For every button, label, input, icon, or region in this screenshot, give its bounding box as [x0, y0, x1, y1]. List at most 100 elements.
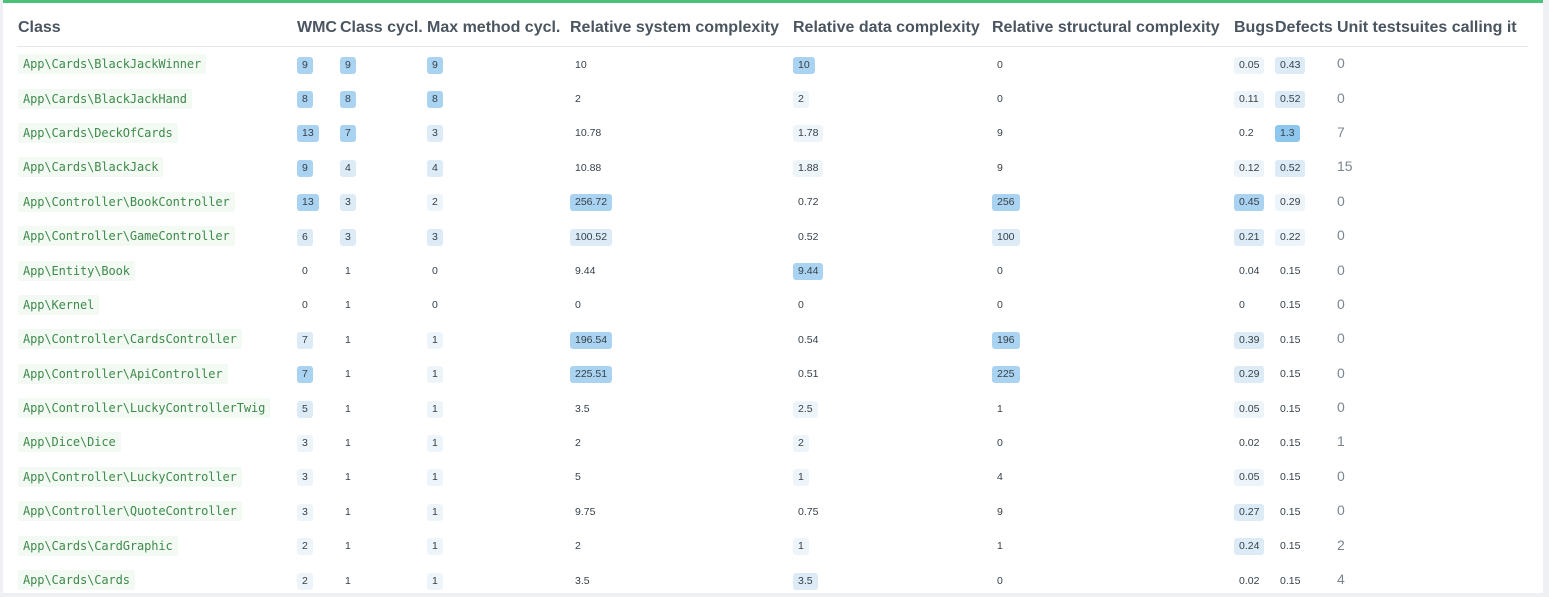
relative-system-complexity-badge: 225.51	[570, 366, 612, 383]
max-method-cycl-cell: 0	[426, 253, 569, 287]
max-method-cycl-badge: 1	[427, 401, 443, 418]
metrics-panel: Class WMC Class cycl. Max method cycl. R…	[3, 0, 1543, 593]
relative-data-complexity-badge: 2	[793, 91, 809, 108]
class-name: App\Kernel	[18, 295, 99, 315]
unit-testsuites-count: 0	[1337, 330, 1345, 346]
max-method-cycl-badge: 4	[427, 160, 443, 177]
bugs-badge: 0.05	[1234, 401, 1264, 418]
bugs-cell: 0.39	[1233, 322, 1274, 356]
bugs-badge: 0.29	[1234, 366, 1264, 383]
header-class[interactable]: Class	[17, 19, 296, 47]
class-cycl-cell: 1	[339, 563, 426, 597]
header-max-method-cycl[interactable]: Max method cycl.	[426, 19, 569, 47]
class-cell: App\Entity\Book	[17, 253, 296, 287]
relative-system-complexity-badge: 0	[570, 297, 586, 314]
class-cycl-badge: 1	[340, 538, 356, 555]
relative-data-complexity-cell: 3.5	[792, 563, 991, 597]
class-cell: App\Controller\QuoteController	[17, 494, 296, 528]
max-method-cycl-cell: 1	[426, 563, 569, 597]
max-method-cycl-badge: 2	[427, 194, 443, 211]
max-method-cycl-cell: 1	[426, 528, 569, 562]
relative-structural-complexity-cell: 256	[991, 185, 1233, 219]
bugs-badge: 0.02	[1234, 435, 1264, 452]
defects-cell: 1.3	[1274, 116, 1336, 150]
class-cycl-cell: 1	[339, 391, 426, 425]
wmc-badge: 0	[297, 263, 313, 280]
relative-structural-complexity-cell: 0	[991, 81, 1233, 115]
relative-structural-complexity-badge: 0	[992, 297, 1008, 314]
header-relative-structural-complexity[interactable]: Relative structural complexity	[991, 19, 1233, 47]
relative-data-complexity-cell: 2	[792, 425, 991, 459]
defects-badge: 0.15	[1275, 401, 1305, 418]
relative-data-complexity-badge: 2	[793, 435, 809, 452]
wmc-cell: 9	[296, 47, 339, 82]
max-method-cycl-cell: 3	[426, 116, 569, 150]
class-cycl-cell: 7	[339, 116, 426, 150]
header-relative-system-complexity[interactable]: Relative system complexity	[569, 19, 792, 47]
relative-system-complexity-cell: 196.54	[569, 322, 792, 356]
wmc-cell: 9	[296, 150, 339, 184]
defects-cell: 0.15	[1274, 253, 1336, 287]
wmc-cell: 13	[296, 116, 339, 150]
relative-system-complexity-cell: 10.78	[569, 116, 792, 150]
bugs-badge: 0	[1234, 297, 1250, 314]
unit-testsuites-count: 0	[1337, 262, 1345, 278]
wmc-cell: 7	[296, 357, 339, 391]
class-cycl-badge: 7	[340, 125, 356, 142]
class-cell: App\Kernel	[17, 288, 296, 322]
max-method-cycl-badge: 1	[427, 504, 443, 521]
class-cycl-badge: 1	[340, 297, 356, 314]
relative-data-complexity-badge: 0.52	[793, 229, 823, 246]
relative-data-complexity-cell: 1	[792, 528, 991, 562]
unit-testsuites-cell: 0	[1336, 460, 1528, 494]
header-wmc[interactable]: WMC	[296, 19, 339, 47]
unit-testsuites-cell: 0	[1336, 81, 1528, 115]
relative-structural-complexity-cell: 4	[991, 460, 1233, 494]
class-name: App\Controller\QuoteController	[18, 501, 242, 521]
class-cell: App\Controller\LuckyController	[17, 460, 296, 494]
header-bugs[interactable]: Bugs	[1233, 19, 1274, 47]
header-class-cycl[interactable]: Class cycl.	[339, 19, 426, 47]
bugs-badge: 0.39	[1234, 332, 1264, 349]
unit-testsuites-cell: 0	[1336, 47, 1528, 82]
defects-badge: 0.15	[1275, 469, 1305, 486]
defects-badge: 0.52	[1275, 160, 1305, 177]
header-relative-data-complexity[interactable]: Relative data complexity	[792, 19, 991, 47]
relative-data-complexity-cell: 0.52	[792, 219, 991, 253]
class-name: App\Cards\BlackJackHand	[18, 89, 192, 109]
header-unit-testsuites[interactable]: Unit testsuites calling it	[1336, 19, 1528, 47]
relative-structural-complexity-badge: 0	[992, 263, 1008, 280]
relative-structural-complexity-badge: 0	[992, 57, 1008, 74]
unit-testsuites-cell: 0	[1336, 322, 1528, 356]
wmc-badge: 7	[297, 332, 313, 349]
relative-system-complexity-cell: 256.72	[569, 185, 792, 219]
class-cell: App\Controller\ApiController	[17, 357, 296, 391]
class-cycl-badge: 1	[340, 435, 356, 452]
relative-structural-complexity-cell: 0	[991, 47, 1233, 82]
wmc-badge: 5	[297, 401, 313, 418]
wmc-cell: 0	[296, 288, 339, 322]
class-cycl-cell: 4	[339, 150, 426, 184]
defects-badge: 0.15	[1275, 435, 1305, 452]
max-method-cycl-badge: 1	[427, 573, 443, 590]
wmc-badge: 3	[297, 435, 313, 452]
header-defects[interactable]: Defects	[1274, 19, 1336, 47]
max-method-cycl-cell: 4	[426, 150, 569, 184]
relative-structural-complexity-cell: 9	[991, 116, 1233, 150]
defects-cell: 0.15	[1274, 494, 1336, 528]
relative-data-complexity-cell: 2.5	[792, 391, 991, 425]
class-cycl-badge: 1	[340, 504, 356, 521]
relative-data-complexity-badge: 1	[793, 538, 809, 555]
class-cycl-cell: 3	[339, 219, 426, 253]
max-method-cycl-cell: 0	[426, 288, 569, 322]
defects-badge: 0.43	[1275, 57, 1305, 74]
max-method-cycl-badge: 3	[427, 229, 443, 246]
unit-testsuites-cell: 2	[1336, 528, 1528, 562]
